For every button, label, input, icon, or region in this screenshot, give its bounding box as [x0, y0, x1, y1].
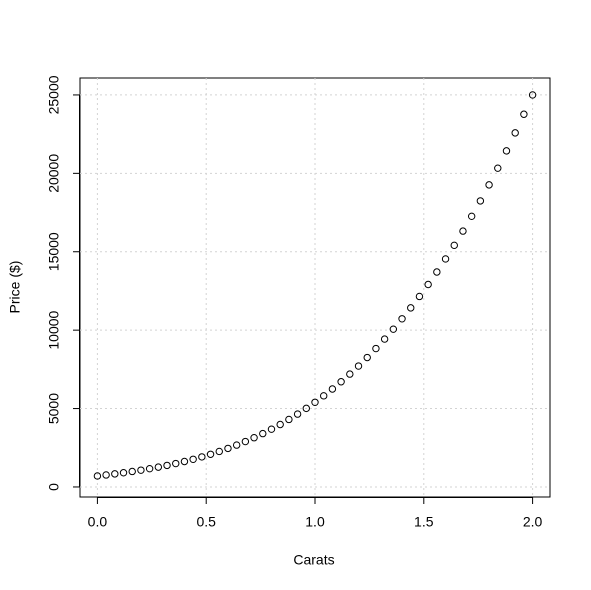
- y-tick-label: 10000: [46, 310, 62, 349]
- point: [154, 463, 163, 471]
- point: [415, 292, 424, 301]
- point: [250, 434, 258, 442]
- point: [476, 197, 485, 205]
- point: [102, 471, 110, 479]
- point: [441, 255, 450, 263]
- point: [224, 444, 232, 453]
- point: [137, 466, 145, 474]
- x-tick-label: 0.0: [88, 514, 108, 530]
- point: [206, 450, 215, 458]
- x-tick-label: 2.0: [523, 514, 543, 530]
- point: [494, 164, 502, 172]
- point: [241, 437, 250, 446]
- point: [450, 241, 458, 250]
- point: [180, 457, 189, 466]
- point: [459, 227, 467, 235]
- point: [259, 429, 267, 438]
- point: [145, 464, 154, 473]
- y-tick-label: 0: [46, 483, 62, 491]
- point: [398, 315, 406, 323]
- y-tick-label: 20000: [46, 154, 62, 193]
- point: [232, 441, 241, 449]
- point: [424, 280, 432, 289]
- y-tick-label: 15000: [46, 232, 62, 271]
- y-axis-title: Price ($): [7, 261, 23, 314]
- point: [354, 362, 363, 370]
- point: [311, 398, 319, 406]
- point: [267, 425, 276, 433]
- point: [93, 472, 102, 480]
- point: [467, 212, 476, 221]
- point: [520, 110, 528, 118]
- point: [433, 268, 441, 276]
- point: [380, 335, 389, 343]
- point: [328, 385, 337, 393]
- point: [302, 404, 310, 413]
- point: [189, 455, 197, 463]
- x-tick-label: 1.0: [305, 514, 325, 530]
- point: [485, 181, 493, 189]
- x-tick-label: 0.5: [196, 514, 216, 530]
- y-tick-label: 5000: [46, 393, 62, 424]
- x-axis-title: Carats: [293, 552, 334, 568]
- point: [372, 344, 380, 353]
- point: [119, 469, 128, 477]
- point: [172, 459, 180, 468]
- point: [285, 415, 293, 424]
- point: [293, 410, 302, 418]
- point: [363, 353, 371, 362]
- point: [528, 91, 537, 99]
- y-tick-label: 25000: [46, 75, 62, 114]
- point: [511, 129, 519, 137]
- point: [320, 392, 328, 400]
- point: [389, 325, 398, 333]
- x-tick-label: 1.5: [414, 514, 434, 530]
- point: [215, 447, 223, 456]
- point: [163, 461, 171, 470]
- point: [198, 453, 206, 461]
- point: [276, 420, 284, 429]
- point: [407, 304, 415, 312]
- point: [346, 370, 354, 378]
- point: [337, 378, 345, 386]
- point: [128, 467, 136, 476]
- point: [111, 470, 119, 478]
- point: [502, 147, 511, 155]
